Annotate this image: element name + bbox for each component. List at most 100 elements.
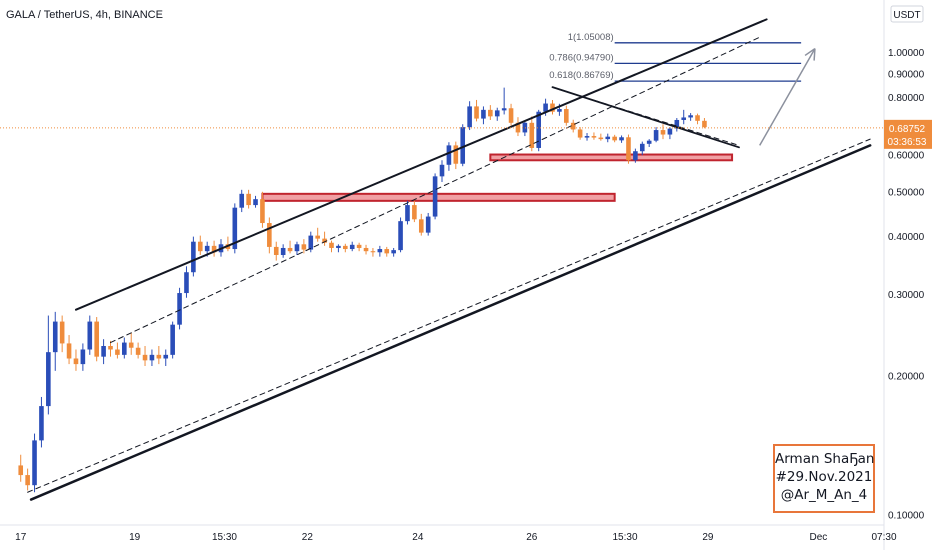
candle-body [494, 110, 500, 117]
candle [356, 242, 362, 252]
candle-body [439, 164, 445, 177]
candle-body [536, 111, 541, 148]
candle [418, 213, 424, 236]
candle [529, 116, 535, 152]
candle-body [336, 245, 341, 248]
candle [494, 107, 500, 121]
candle [101, 339, 106, 365]
candle-body [280, 247, 286, 256]
candle [135, 342, 141, 359]
price-tick-label: 0.20000 [888, 371, 925, 382]
projection-arrow [759, 48, 816, 146]
trend-line-0 [74, 18, 768, 311]
candle [522, 120, 528, 137]
candle [87, 315, 93, 355]
time-tick-label: 17 [15, 532, 27, 543]
candle-body [52, 321, 58, 353]
candle [108, 340, 113, 357]
candle-body [66, 343, 72, 359]
candle-body [633, 151, 638, 161]
currency-badge[interactable]: USDT [890, 5, 924, 23]
price-tick-label: 0.10000 [888, 511, 925, 522]
candle [142, 346, 148, 367]
candle-body [543, 103, 548, 112]
candle [66, 335, 72, 365]
candle [660, 124, 666, 140]
candle-body [267, 223, 272, 247]
projection-arrow-head-0 [804, 48, 816, 57]
candle [439, 160, 445, 183]
candle-body [191, 241, 196, 273]
candle [156, 346, 162, 365]
candle-body [688, 115, 693, 118]
candle [267, 217, 272, 254]
candle [702, 118, 707, 129]
fib-label-2: 0.618(0.86769) [549, 70, 613, 81]
candle [370, 247, 376, 257]
candle [550, 99, 555, 115]
candle [191, 236, 196, 277]
candle [425, 212, 431, 236]
candle [508, 103, 514, 126]
candle-body [108, 346, 113, 350]
bar-countdown: 03:36:53 [888, 137, 927, 148]
candle-body [453, 145, 459, 164]
candle [273, 241, 279, 261]
candle [605, 133, 611, 143]
fibonacci-levels: 1(1.05008) 0.786(0.94790) 0.618(0.86769) [549, 32, 802, 82]
candle-body [522, 122, 528, 133]
candle [536, 109, 541, 152]
candle [149, 349, 155, 367]
candle-body [391, 250, 396, 254]
candle-body [425, 216, 431, 233]
candle-body [170, 324, 175, 355]
candle [128, 332, 134, 355]
candle-body [474, 106, 479, 119]
price-tick-label: 0.50000 [888, 187, 925, 198]
candle-body [398, 221, 403, 251]
candle [32, 433, 37, 493]
candle-body [446, 145, 452, 165]
candle-body [115, 349, 120, 355]
candle [432, 173, 438, 220]
candle-body [432, 176, 438, 217]
candle [474, 99, 479, 122]
candle [115, 342, 120, 359]
time-tick-label: Dec [809, 532, 827, 543]
candle-body [674, 119, 680, 129]
candle-body [557, 109, 562, 112]
candle-body [94, 321, 99, 357]
candle [612, 134, 617, 143]
candle-body [356, 244, 362, 248]
candle-body [467, 106, 472, 128]
candle [170, 321, 175, 359]
price-tick-label: 0.60000 [888, 151, 925, 162]
candle-body [246, 193, 251, 206]
candle [488, 105, 493, 120]
candle-body [253, 199, 258, 206]
candle [329, 240, 334, 253]
fib-label-0: 1(1.05008) [568, 32, 614, 43]
candle-body [163, 354, 169, 359]
candle [94, 317, 99, 362]
candle-body [59, 321, 65, 344]
candle [384, 246, 390, 257]
zone-0 [261, 192, 616, 202]
candle-body [39, 406, 44, 441]
candle-body [80, 349, 86, 365]
candle-body [653, 130, 659, 141]
candle [674, 118, 680, 132]
candle [501, 87, 507, 115]
candle [377, 245, 383, 257]
candle-body [667, 128, 673, 135]
time-tick-label: 26 [526, 532, 538, 543]
author-credit-box: Arman ShaҔan #29.Nov.2021 @Ar_M_An_4 [773, 444, 875, 513]
candle [349, 241, 355, 252]
trend-lines [27, 18, 872, 501]
candle-body [515, 122, 521, 133]
candle [294, 241, 300, 256]
candle [177, 287, 182, 330]
candle [52, 311, 58, 371]
candle [639, 141, 645, 156]
